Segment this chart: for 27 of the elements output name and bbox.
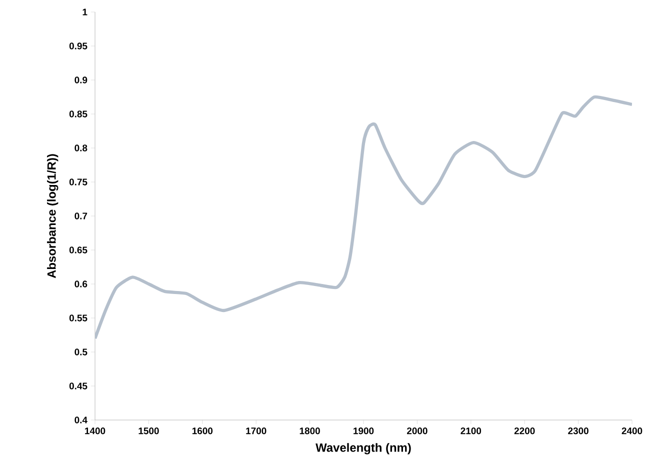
x-tick-label: 1400 [85, 428, 106, 434]
y-tick-label: 0.5 [74, 348, 88, 356]
y-tick-label: 0.75 [69, 178, 88, 186]
y-tick-label: 0.45 [69, 382, 88, 390]
x-tick-label: 1900 [354, 428, 374, 434]
line-series [95, 95, 632, 340]
x-tick-label: 2100 [460, 428, 482, 434]
y-tick-label: 0.65 [69, 246, 88, 254]
x-tick-label: 1800 [300, 428, 320, 434]
x-tick-label: 2300 [568, 428, 588, 434]
x-axis-title: Wavelength (nm) [316, 443, 411, 454]
y-tick-label: 0.55 [69, 314, 88, 322]
x-tick-label: 2200 [514, 428, 535, 434]
x-tick-label: 2000 [407, 428, 428, 434]
y-tick-label: 0.4 [74, 416, 88, 424]
y-tick-label: 0.95 [69, 42, 88, 50]
y-tick-label: 0.9 [74, 76, 88, 84]
x-tick-label: 1600 [192, 428, 213, 434]
x-tick-label: 1700 [246, 428, 266, 434]
y-tick-label: 0.6 [74, 280, 88, 288]
x-tick-label: 2400 [622, 428, 642, 434]
y-tick-label: 0.7 [74, 212, 88, 220]
y-tick-label: 0.8 [74, 144, 88, 152]
y-tick-label: 0.85 [69, 110, 88, 118]
y-axis-title: Absorbance (log(1/R)) [47, 154, 58, 278]
y-tick-label: 1 [82, 8, 88, 16]
x-tick-label: 1500 [138, 428, 159, 434]
